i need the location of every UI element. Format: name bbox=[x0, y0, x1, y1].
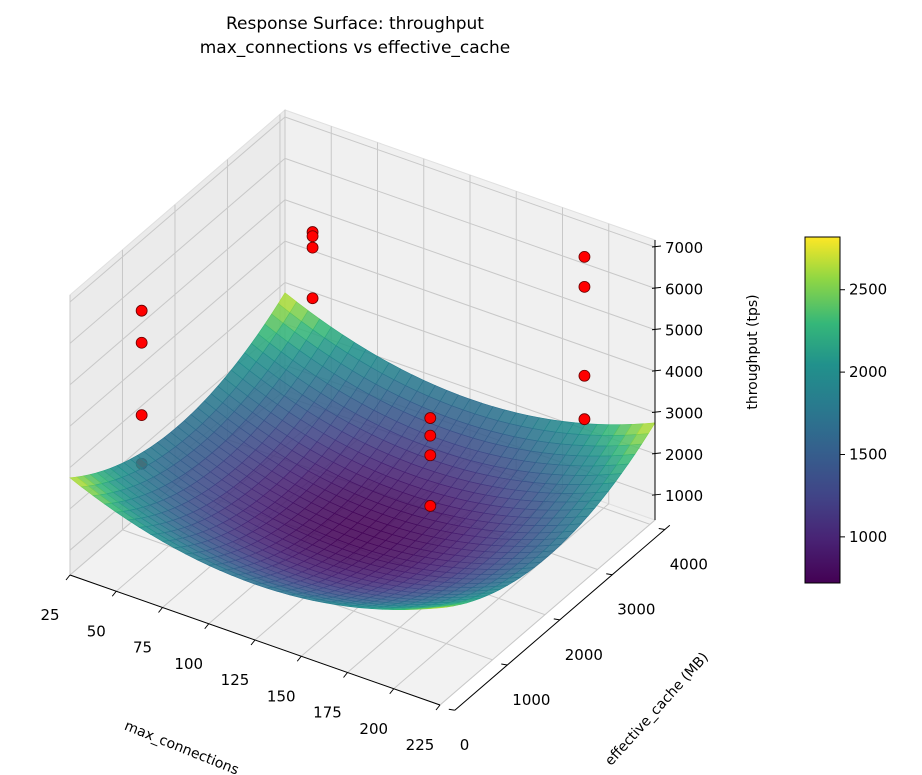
x-axis-label: max_connections bbox=[122, 718, 241, 775]
y-tick bbox=[501, 663, 508, 666]
grid-line bbox=[69, 199, 286, 386]
x-tick-label: 50 bbox=[87, 622, 106, 640]
y-axis-label: effective_cache (MB) bbox=[602, 650, 712, 769]
z-tick-label: 7000 bbox=[665, 239, 703, 257]
y-tick-label: 1000 bbox=[512, 691, 550, 709]
scatter-point bbox=[578, 280, 591, 293]
surface-patch bbox=[428, 606, 447, 610]
x-tick-label: 225 bbox=[406, 736, 435, 754]
z-tick bbox=[651, 410, 662, 413]
x-tick bbox=[158, 607, 163, 613]
scatter-front bbox=[135, 226, 591, 512]
scatter-point bbox=[424, 412, 437, 424]
scatter-point bbox=[135, 409, 148, 422]
chart-title: Response Surface: throughput bbox=[226, 14, 484, 34]
z-tick bbox=[651, 245, 662, 248]
scatter-point bbox=[306, 292, 319, 305]
x-tick bbox=[204, 623, 210, 630]
grid-line bbox=[69, 240, 286, 427]
y-tick-label: 3000 bbox=[617, 601, 655, 619]
x-tick bbox=[435, 704, 441, 711]
grid-line bbox=[284, 240, 656, 372]
y-tick-label: 0 bbox=[460, 736, 470, 754]
y-tick bbox=[448, 708, 455, 711]
scatter-point bbox=[578, 413, 591, 426]
scatter-point bbox=[424, 449, 437, 462]
response-surface bbox=[69, 292, 656, 610]
z-axis-label: throughput (tps) bbox=[745, 294, 761, 409]
colorbar-tick-label: 2000 bbox=[849, 363, 887, 381]
x-tick-label: 100 bbox=[174, 655, 203, 673]
colorbar-tick-label: 1500 bbox=[849, 445, 887, 463]
grid-line bbox=[69, 282, 286, 468]
grid-line bbox=[284, 281, 656, 413]
colorbar-tick-label: 2500 bbox=[849, 281, 887, 299]
x-tick-label: 150 bbox=[267, 687, 296, 705]
y-tick bbox=[606, 573, 613, 576]
z-tick bbox=[651, 286, 662, 289]
grid-line bbox=[439, 519, 656, 706]
z-tick bbox=[651, 369, 662, 372]
z-tick bbox=[651, 493, 662, 496]
y-axis-line bbox=[454, 524, 671, 711]
x-tick bbox=[65, 574, 71, 581]
grid-line bbox=[393, 503, 610, 690]
colorbar: 1000 1500 2000 2500 bbox=[804, 236, 887, 584]
z-tick-label: 1000 bbox=[665, 487, 703, 505]
x-tick bbox=[111, 590, 117, 597]
z-tick bbox=[651, 452, 662, 455]
y-tick-label: 4000 bbox=[670, 556, 708, 574]
grid-line bbox=[284, 157, 656, 289]
x-tick bbox=[343, 672, 348, 678]
scatter-point bbox=[578, 250, 591, 263]
z-tick-label: 6000 bbox=[665, 280, 703, 298]
grid-line bbox=[69, 116, 286, 303]
x-tick-label: 75 bbox=[133, 639, 152, 657]
y-tick bbox=[553, 618, 560, 621]
z-tick-label: 2000 bbox=[665, 446, 703, 464]
scatter-point bbox=[578, 369, 591, 382]
scatter-point bbox=[306, 230, 319, 243]
colorbar-bar bbox=[804, 236, 841, 584]
z-tick-label: 4000 bbox=[665, 363, 703, 381]
chart-subtitle: max_connections vs effective_cache bbox=[199, 38, 511, 58]
scatter-point bbox=[424, 429, 437, 442]
grid-line bbox=[284, 116, 656, 248]
grid-line bbox=[69, 158, 286, 344]
scatter-point bbox=[135, 304, 148, 317]
grid-line bbox=[284, 199, 656, 331]
x-tick-label: 175 bbox=[313, 704, 342, 722]
x-tick-label: 25 bbox=[40, 606, 59, 624]
x-tick-label: 125 bbox=[221, 671, 250, 689]
x-tick bbox=[389, 688, 395, 695]
z-tick-label: 5000 bbox=[665, 322, 703, 340]
scatter-point bbox=[135, 336, 148, 349]
colorbar-tick-label: 1000 bbox=[849, 528, 887, 546]
scatter-point bbox=[306, 241, 319, 254]
x-tick bbox=[250, 639, 256, 646]
z-tick bbox=[651, 328, 662, 331]
x-tick bbox=[296, 655, 302, 662]
x-tick-label: 200 bbox=[359, 720, 388, 738]
z-tick-label: 3000 bbox=[665, 404, 703, 422]
y-tick bbox=[658, 528, 665, 531]
scatter-point bbox=[424, 500, 437, 512]
y-tick-label: 2000 bbox=[565, 646, 603, 664]
